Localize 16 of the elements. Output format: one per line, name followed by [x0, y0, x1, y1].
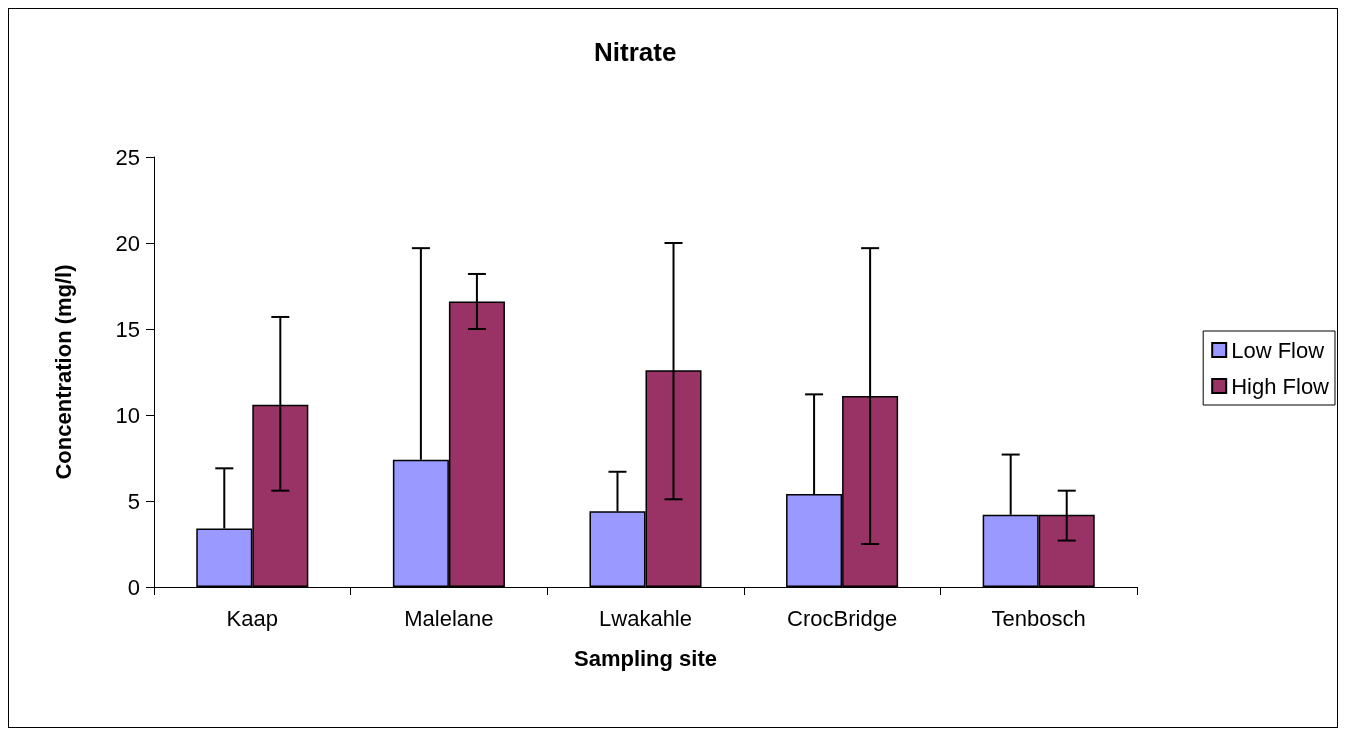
legend-label: High Flow [1231, 373, 1330, 399]
y-tick-label: 5 [127, 488, 140, 514]
x-tick-label: Kaap [226, 605, 278, 631]
y-axis-title: Concentration (mg/l) [50, 264, 76, 480]
x-tick-label: CrocBridge [787, 605, 898, 631]
x-axis-title: Sampling site [573, 645, 718, 671]
y-tick-label: 15 [115, 316, 140, 342]
legend-label: Low Flow [1231, 337, 1325, 363]
y-tick-label: 10 [115, 402, 140, 428]
x-tick-label: Tenbosch [991, 605, 1086, 631]
x-tick-label: Malelane [404, 605, 494, 631]
y-tick-label: 20 [115, 230, 140, 256]
x-tick-label: Lwakahle [599, 605, 692, 631]
y-tick-label: 0 [127, 574, 140, 600]
chart-title: Nitrate [594, 37, 677, 67]
y-tick-label: 25 [115, 144, 140, 170]
